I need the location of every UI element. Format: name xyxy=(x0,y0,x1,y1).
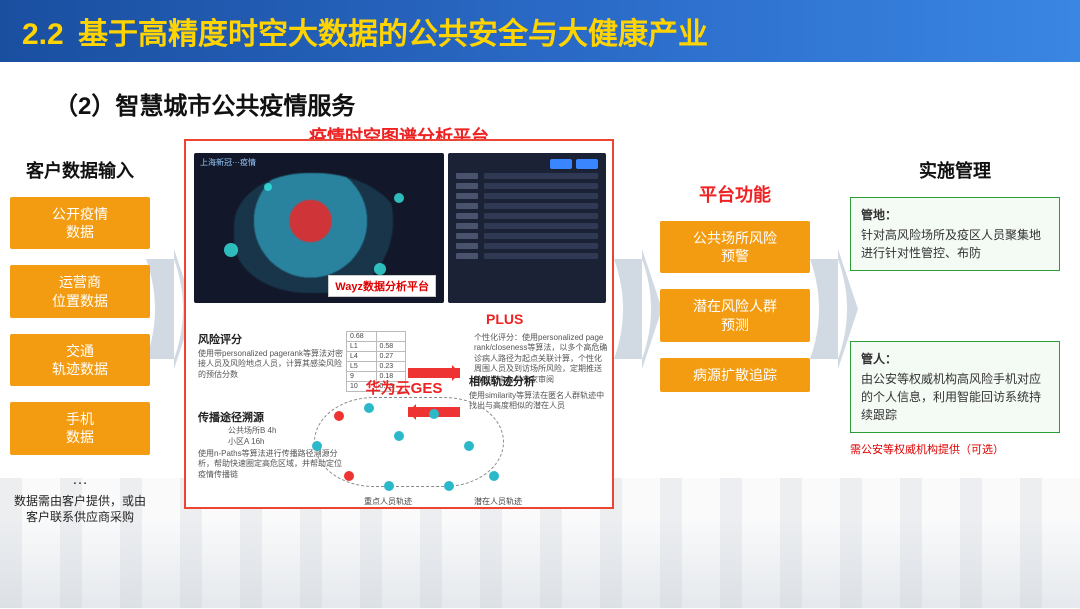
col-left-heading: 客户数据输入 xyxy=(10,157,150,183)
node xyxy=(384,481,394,491)
left-item-1: 运营商位置数据 xyxy=(10,265,150,317)
ges-cloud xyxy=(314,397,504,487)
manage-person-title: 管人： xyxy=(861,350,1049,368)
map-sidebar xyxy=(448,153,606,303)
feature-2: 病源扩散追踪 xyxy=(660,358,810,392)
simtrack-block: 相似轨迹分析 使用similarity等算法在匿名人群轨迹中找出与高度相似的潜在… xyxy=(469,373,609,412)
diagram-canvas: 客户数据输入 公开疫情数据 运营商位置数据 交通轨迹数据 手机数据 … 数据需由… xyxy=(0,129,1080,609)
title-banner: 2.2 基于高精度时空大数据的公共安全与大健康产业 xyxy=(0,0,1080,62)
node xyxy=(489,471,499,481)
section-number: 2.2 xyxy=(22,18,64,51)
left-item-2: 交通轨迹数据 xyxy=(10,334,150,386)
risk-body: 使用带personalized pagerank等算法对密接人员及风险地点人员，… xyxy=(198,349,348,380)
plus-label: PLUS xyxy=(486,311,523,327)
ellipsis: … xyxy=(10,471,150,489)
col-implementation: 实施管理 管地： 针对高风险场所及疫区人员聚集地进行针对性管控、布防 管人： 由… xyxy=(850,157,1060,457)
legend-b: 潜在人员轨迹 xyxy=(474,496,522,507)
left-item-0: 公开疫情数据 xyxy=(10,197,150,249)
node xyxy=(344,471,354,481)
manage-person: 管人： 由公安等权威机构高风险手机对应的个人信息，利用智能回访系统持续跟踪 xyxy=(850,341,1060,433)
flow-arrow-2 xyxy=(612,249,662,369)
legend-a: 重点人员轨迹 xyxy=(364,496,412,507)
node xyxy=(464,441,474,451)
risk-title: 风险评分 xyxy=(198,331,348,347)
left-footnote: 数据需由客户提供，或由客户联系供应商采购 xyxy=(10,493,150,527)
right-note: 需公安等权威机构提供（可选） xyxy=(850,441,1060,457)
simtrack-body: 使用similarity等算法在匿名人群轨迹中找出与高度相似的潜在人员 xyxy=(469,391,609,412)
col-features: 平台功能 公共场所风险预警 潜在风险人群预测 病源扩散追踪 xyxy=(660,181,810,408)
manage-place-body: 针对高风险场所及疫区人员聚集地进行针对性管控、布防 xyxy=(861,226,1049,262)
map-screenshot: 上海新冠···疫情 Wayz数据分析平台 xyxy=(194,153,444,303)
manage-place-title: 管地： xyxy=(861,206,1049,224)
node xyxy=(312,441,322,451)
node xyxy=(429,409,439,419)
left-item-3: 手机数据 xyxy=(10,402,150,454)
col-customer-input: 客户数据输入 公开疫情数据 运营商位置数据 交通轨迹数据 手机数据 … 数据需由… xyxy=(10,157,150,526)
manage-place: 管地： 针对高风险场所及疫区人员聚集地进行针对性管控、布防 xyxy=(850,197,1060,271)
node xyxy=(334,411,344,421)
section-title: 基于高精度时空大数据的公共安全与大健康产业 xyxy=(78,18,708,51)
manage-person-body: 由公安等权威机构高风险手机对应的个人信息，利用智能回访系统持续跟踪 xyxy=(861,370,1049,424)
risk-block: 风险评分 使用带personalized pagerank等算法对密接人员及风险… xyxy=(198,331,348,380)
node xyxy=(364,403,374,413)
feature-0: 公共场所风险预警 xyxy=(660,221,810,273)
features-heading: 平台功能 xyxy=(660,181,810,207)
center-lower: 风险评分 使用带personalized pagerank等算法对密接人员及风险… xyxy=(194,331,604,499)
map-corner-label: 上海新冠···疫情 xyxy=(200,157,256,168)
feature-1: 潜在风险人群预测 xyxy=(660,289,810,341)
node xyxy=(444,481,454,491)
node xyxy=(394,431,404,441)
center-panel: 上海新冠···疫情 Wayz数据分析平台 PLUS 风险评分 使用带person… xyxy=(184,139,614,509)
right-heading: 实施管理 xyxy=(850,157,1060,183)
ges-label: 华为云GES xyxy=(344,377,464,398)
subsection-title: （2）智慧城市公共疫情服务 xyxy=(54,86,1080,121)
simtrack-title: 相似轨迹分析 xyxy=(469,373,609,389)
wayz-tag: Wayz数据分析平台 xyxy=(328,275,436,297)
